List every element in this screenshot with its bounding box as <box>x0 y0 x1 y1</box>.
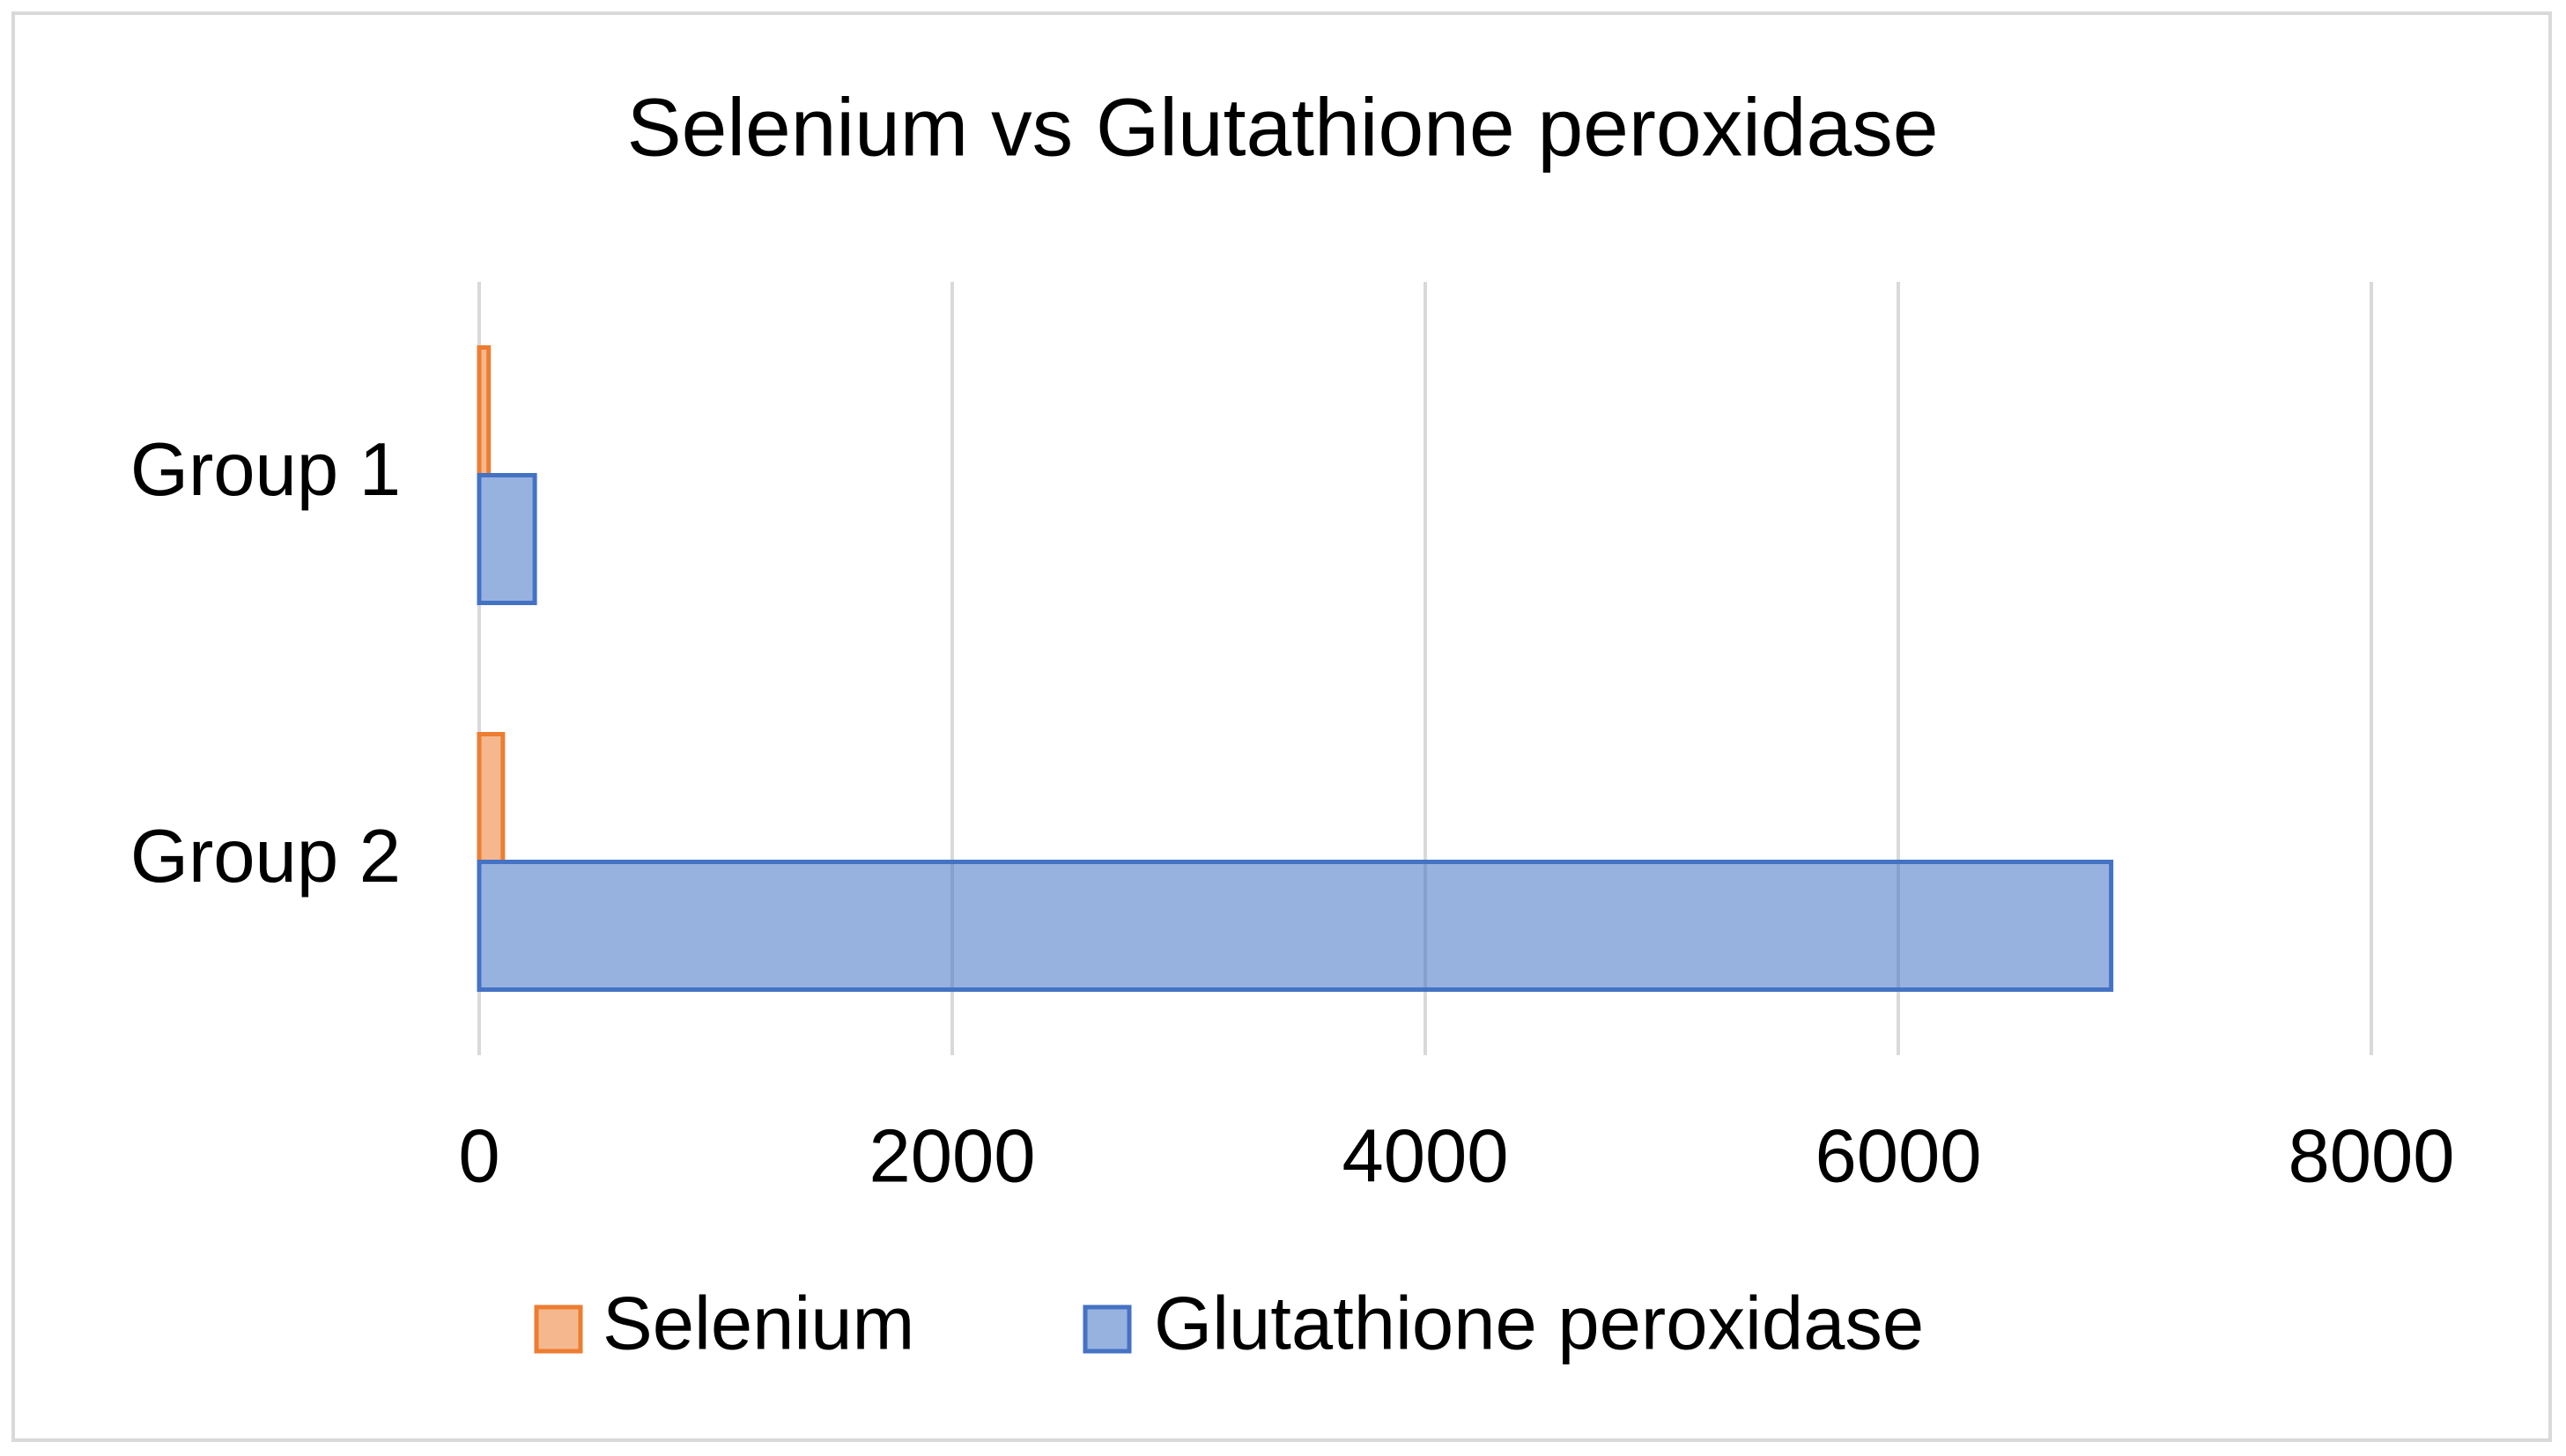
legend-label: Selenium <box>603 1282 914 1365</box>
y-tick-label: Group 2 <box>130 815 401 898</box>
x-tick-label: 2000 <box>869 1114 1035 1198</box>
legend-label: Glutathione peroxidase <box>1154 1282 1924 1365</box>
legend-swatch <box>534 1304 583 1354</box>
bar <box>477 860 2114 992</box>
x-tick-label: 6000 <box>1815 1114 1981 1198</box>
bar <box>477 732 506 864</box>
x-tick-label: 4000 <box>1342 1114 1508 1198</box>
legend-swatch <box>1083 1304 1132 1354</box>
y-tick-label: Group 1 <box>130 428 401 512</box>
chart-title: Selenium vs Glutathione peroxidase <box>627 82 1939 174</box>
bar <box>477 473 537 605</box>
chart-frame <box>11 11 2552 1442</box>
bar <box>477 345 492 477</box>
x-tick-label: 0 <box>458 1114 499 1198</box>
x-tick-label: 8000 <box>2288 1114 2454 1198</box>
